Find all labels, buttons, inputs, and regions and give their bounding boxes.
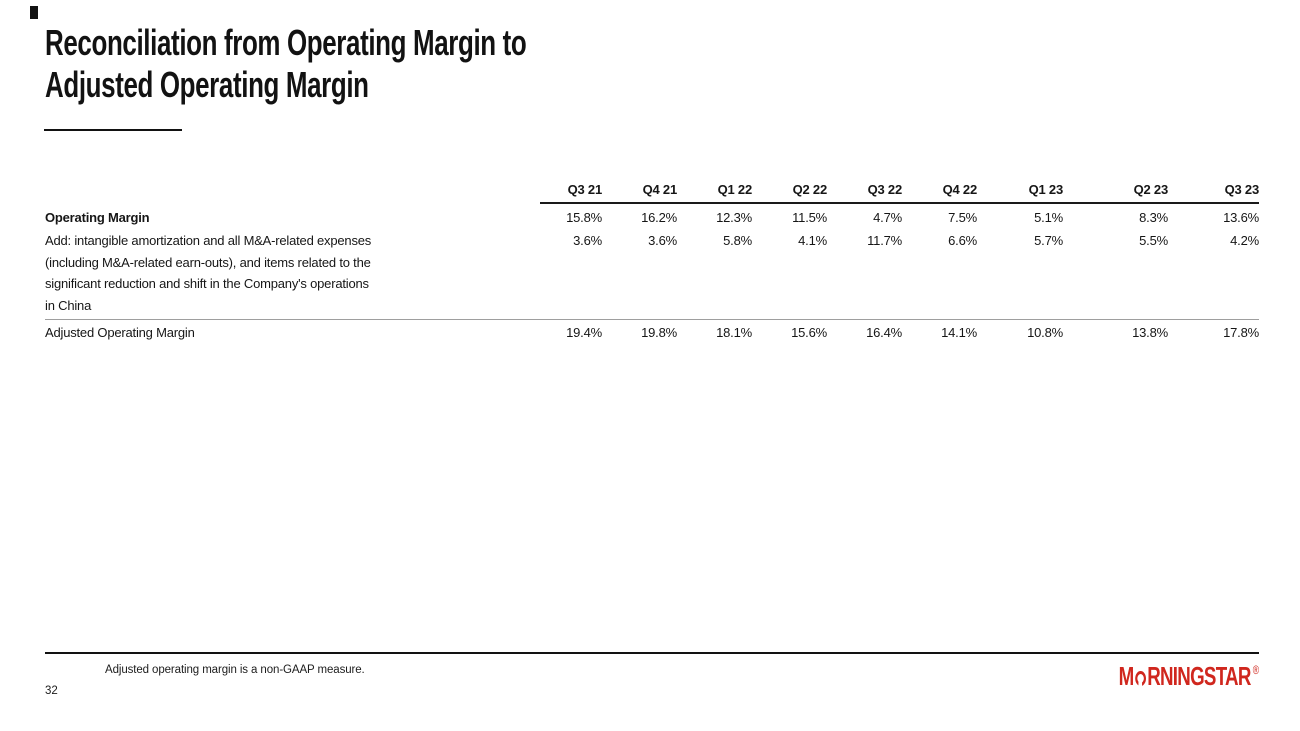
page-title: Reconciliation from Operating Margin to …: [45, 22, 527, 106]
footnote: Adjusted operating margin is a non-GAAP …: [105, 664, 365, 676]
row-label: Add: intangible amortization and all M&A…: [45, 228, 540, 316]
morningstar-circle-icon: [1134, 671, 1146, 687]
footer-divider: [45, 652, 1259, 654]
table-value: 15.8%: [566, 210, 602, 225]
table-value: 3.6%: [648, 233, 677, 248]
table-value: 11.5%: [792, 210, 827, 225]
table-value: 7.5%: [948, 210, 977, 225]
table-value: 5.8%: [723, 233, 752, 248]
table-value: 5.5%: [1139, 233, 1168, 248]
logo-text-rest: RNINGSTAR: [1147, 661, 1251, 691]
page-title-line1: Reconciliation from Operating Margin to: [45, 22, 527, 63]
column-header: Q3 21: [540, 181, 602, 204]
table-value: 17.8%: [1168, 319, 1259, 345]
table-value: 16.2%: [641, 210, 677, 225]
row-label-line: in China: [45, 297, 92, 313]
table-value: 4.2%: [1230, 233, 1259, 248]
slide-corner-marker: [30, 6, 38, 19]
table-value: 14.1%: [902, 319, 977, 345]
table-value: 13.6%: [1223, 210, 1259, 225]
page-number: 32: [45, 685, 58, 697]
column-header: Q4 21: [602, 181, 677, 204]
table-row-addback: Add: intangible amortization and all M&A…: [45, 228, 1259, 316]
column-header: Q2 23: [1063, 181, 1168, 204]
reconciliation-table: Q3 21 Q4 21 Q1 22 Q2 22 Q3 22 Q4 22 Q1 2…: [45, 181, 1259, 345]
page-title-line2: Adjusted Operating Margin: [45, 64, 369, 105]
header-spacer: [45, 181, 540, 204]
column-header: Q4 22: [902, 181, 977, 204]
registered-trademark-icon: ®: [1252, 663, 1259, 677]
table-value: 19.8%: [602, 319, 677, 345]
column-header: Q2 22: [752, 181, 827, 204]
circle-notch: [1138, 682, 1143, 687]
column-header: Q1 23: [977, 181, 1063, 204]
table-value: 16.4%: [827, 319, 902, 345]
table-value: 5.7%: [1034, 233, 1063, 248]
morningstar-logo: M RNINGSTAR ®: [1118, 662, 1259, 690]
table-header-row: Q3 21 Q4 21 Q1 22 Q2 22 Q3 22 Q4 22 Q1 2…: [45, 181, 1259, 204]
row-label: Adjusted Operating Margin: [45, 319, 540, 345]
table-value: 3.6%: [573, 233, 602, 248]
table-value: 11.7%: [867, 233, 902, 248]
table-row-adjusted-operating-margin: Adjusted Operating Margin 19.4% 19.8% 18…: [45, 316, 1259, 345]
table-value: 13.8%: [1063, 319, 1168, 345]
table-value: 4.1%: [798, 233, 827, 248]
table-value: 12.3%: [716, 210, 752, 225]
table-value: 8.3%: [1139, 210, 1168, 225]
row-label-line: (including M&A-related earn-outs), and i…: [45, 254, 371, 270]
table-value: 19.4%: [540, 319, 602, 345]
row-label-line: Add: intangible amortization and all M&A…: [45, 233, 372, 248]
table-value: 6.6%: [948, 233, 977, 248]
table-value: 10.8%: [977, 319, 1063, 345]
table-value: 18.1%: [677, 319, 752, 345]
column-header: Q3 22: [827, 181, 902, 204]
table-value: 15.6%: [752, 319, 827, 345]
logo-text-m: M: [1118, 661, 1134, 691]
table-value: 5.1%: [1034, 210, 1063, 225]
column-header: Q1 22: [677, 181, 752, 204]
row-label-line: significant reduction and shift in the C…: [45, 276, 369, 291]
table-value: 4.7%: [873, 210, 902, 225]
column-header: Q3 23: [1168, 181, 1259, 204]
table-row-operating-margin: Operating Margin 15.8% 16.2% 12.3% 11.5%…: [45, 204, 1259, 228]
row-label: Operating Margin: [45, 210, 150, 225]
title-underline: [44, 129, 182, 131]
